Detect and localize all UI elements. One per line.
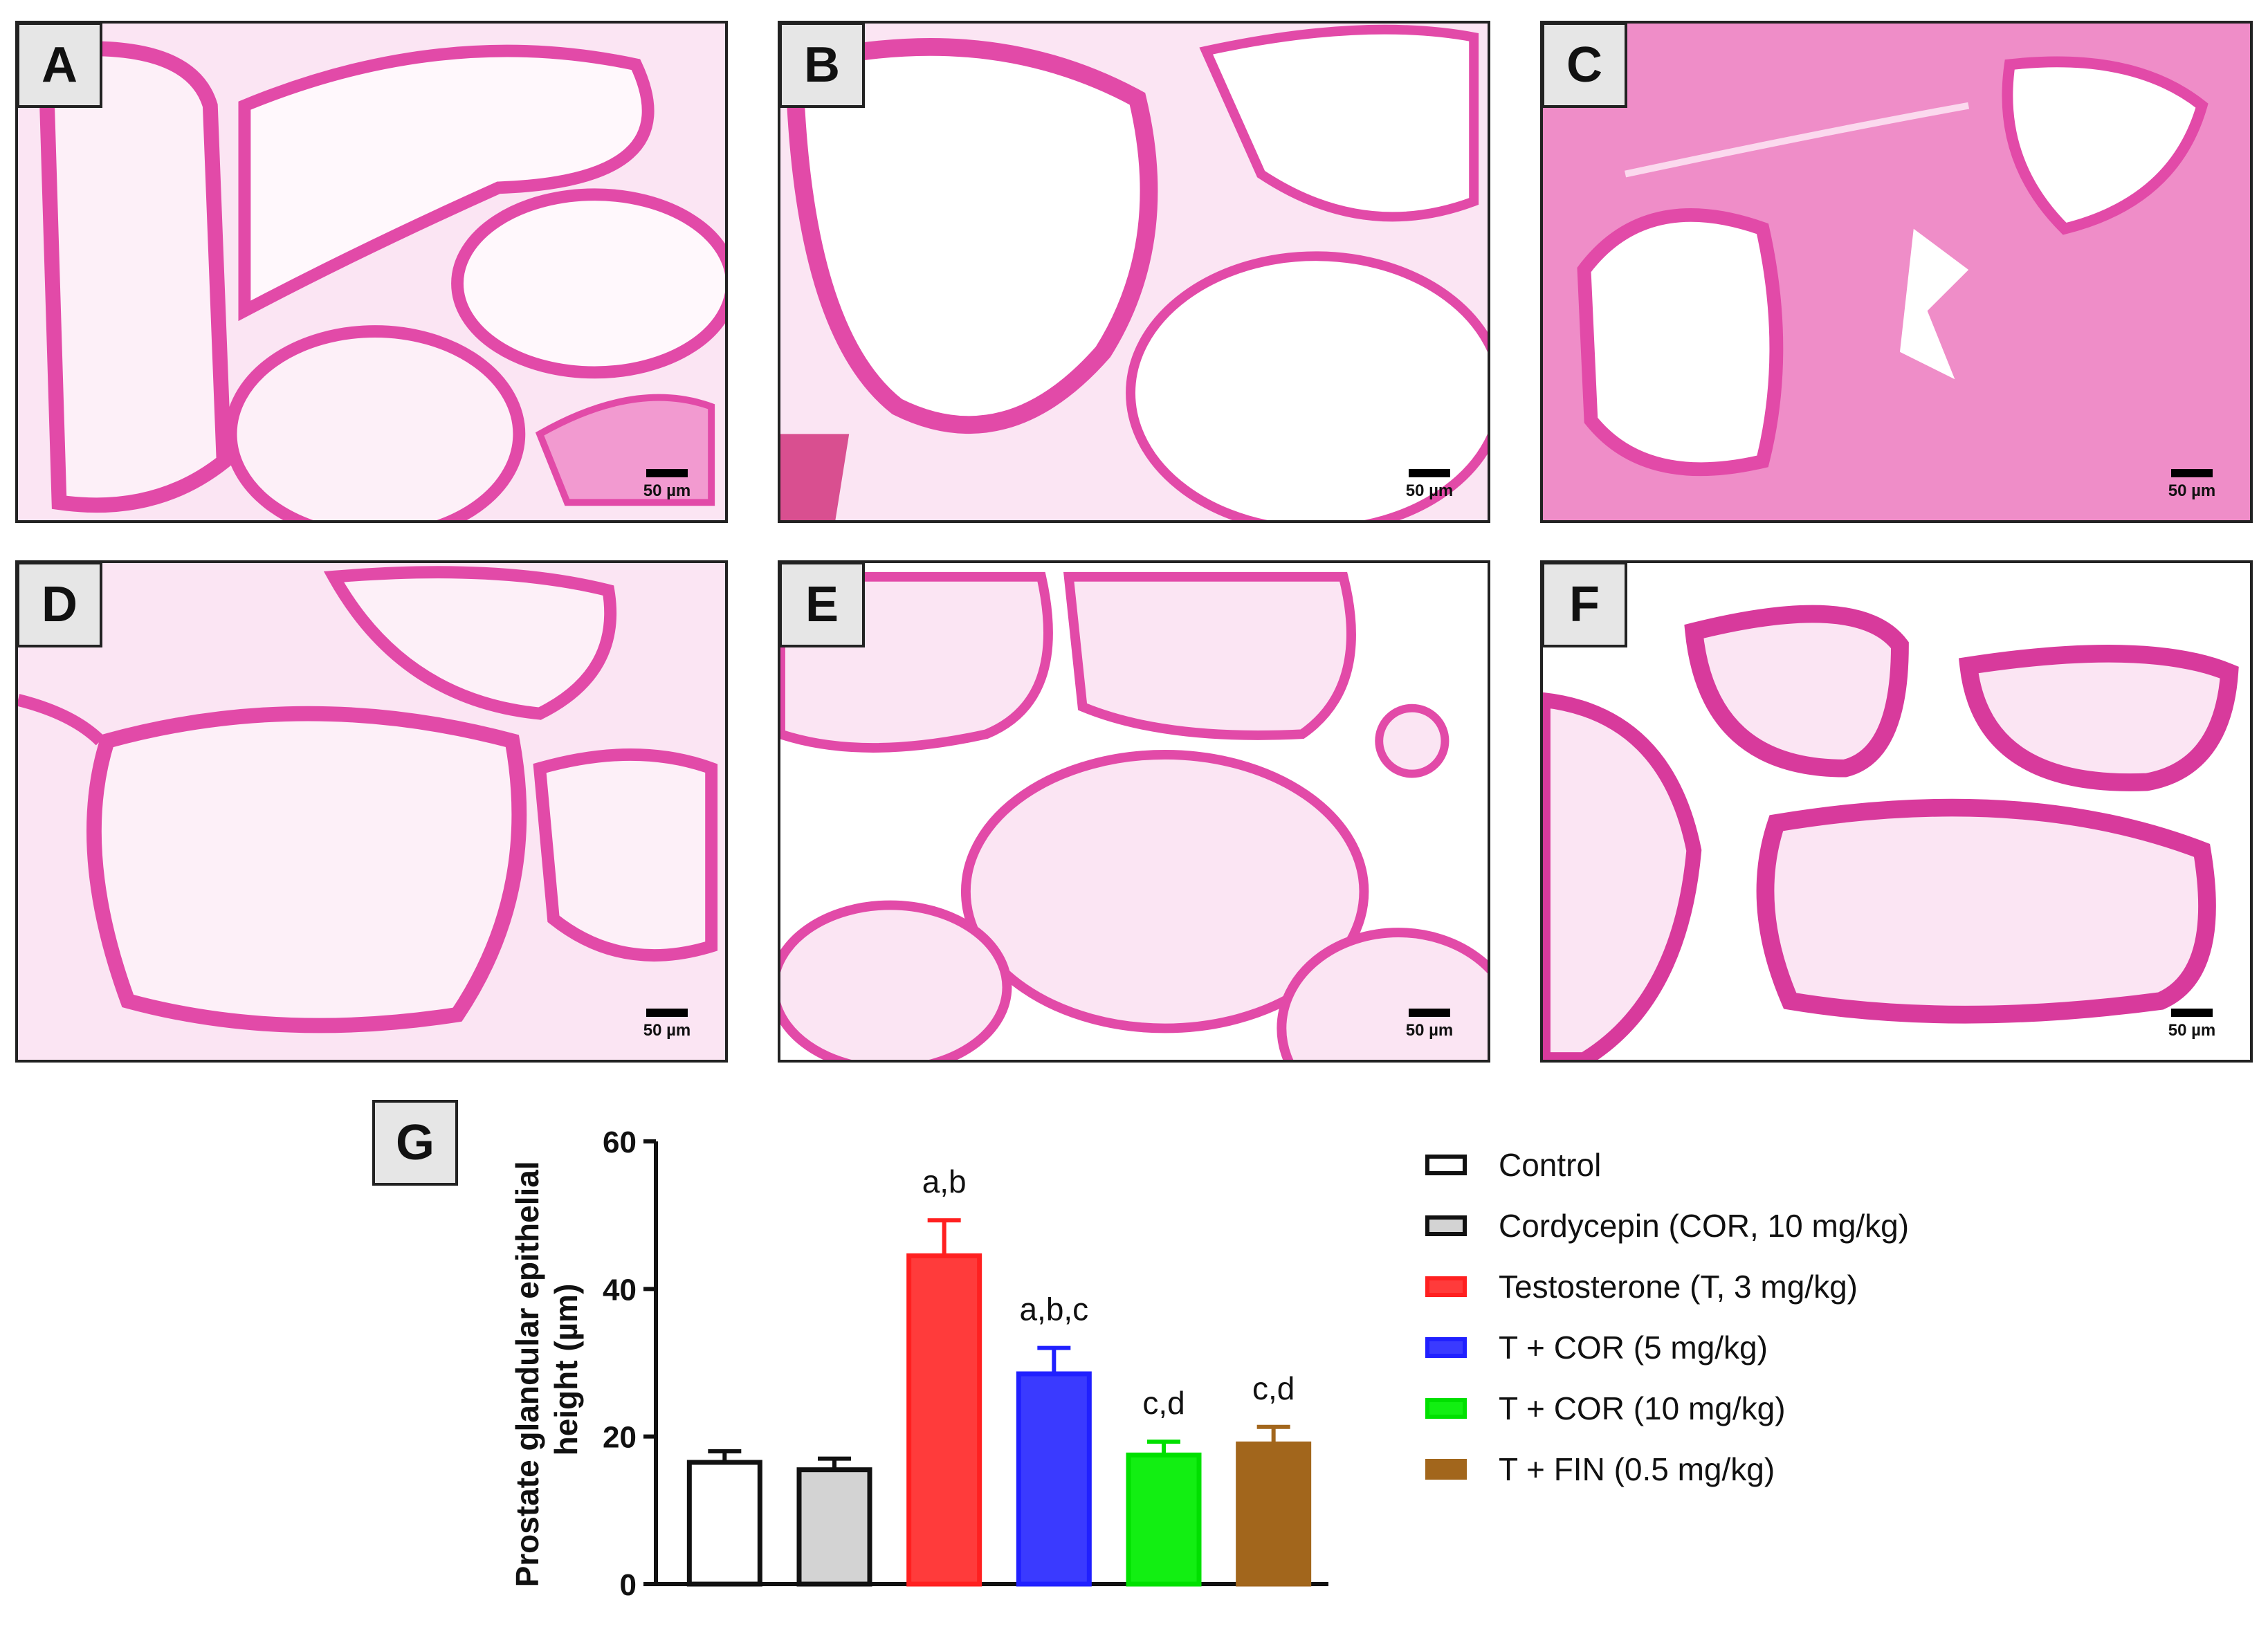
panel-f: F 50 µm: [1540, 560, 2253, 1063]
y-tick-label: 20: [603, 1421, 637, 1455]
legend-label: Testosterone (T, 3 mg/kg): [1499, 1269, 1858, 1305]
panel-label: C: [1543, 24, 1627, 108]
micrograph-image: [18, 563, 725, 1060]
panel-label: E: [780, 563, 865, 647]
scale-bar: 50 µm: [2157, 1009, 2226, 1040]
y-axis-label-line-1: Prostate glandular epithelial: [509, 1161, 545, 1587]
legend-label: T + COR (10 mg/kg): [1499, 1390, 1786, 1426]
legend-item: T + FIN (0.5 mg/kg): [1425, 1439, 2256, 1500]
panel-label-g: G: [372, 1100, 458, 1186]
bar-chart: Prostate glandular epithelial height (µm…: [509, 1125, 1328, 1602]
legend-swatch: [1425, 1155, 1467, 1175]
chart-legend: Control Cordycepin (COR, 10 mg/kg) Testost…: [1425, 1134, 2256, 1500]
significance-label: a,b: [922, 1164, 967, 1199]
y-tick-label: 60: [603, 1125, 637, 1159]
legend-label: T + COR (5 mg/kg): [1499, 1330, 1768, 1366]
panel-d: D 50 µm: [15, 560, 728, 1063]
significance-label: c,d: [1252, 1370, 1295, 1406]
legend-swatch: [1425, 1459, 1467, 1480]
y-tick-label: 0: [620, 1568, 637, 1602]
bar: [906, 1253, 982, 1587]
scale-bar: 50 µm: [1395, 1009, 1464, 1040]
micrograph-image: [18, 24, 725, 520]
panel-b: B 50 µm: [778, 21, 1490, 523]
scale-text: 50 µm: [1405, 481, 1454, 500]
legend-label: Cordycepin (COR, 10 mg/kg): [1499, 1208, 1910, 1244]
legend-label: Control: [1499, 1147, 1602, 1183]
panel-e: E 50 µm: [778, 560, 1490, 1063]
y-axis-label-line-2: height (µm): [548, 1284, 584, 1456]
scale-text: 50 µm: [1405, 1021, 1454, 1040]
panel-c: C 50 µm: [1540, 21, 2253, 523]
panel-label: F: [1543, 563, 1627, 647]
scale-bar: 50 µm: [632, 469, 702, 501]
scale-text: 50 µm: [2168, 481, 2216, 500]
scale-text: 50 µm: [643, 481, 691, 500]
scale-bar: 50 µm: [1395, 469, 1464, 501]
legend-swatch: [1425, 1215, 1467, 1236]
scale-bar: 50 µm: [632, 1009, 702, 1040]
bar: [1016, 1371, 1092, 1587]
panel-label: B: [780, 24, 865, 108]
bar: [796, 1467, 872, 1587]
bar: [1236, 1441, 1312, 1587]
panel-label: A: [18, 24, 102, 108]
micrograph-image: [780, 24, 1488, 520]
panel-a: A 50 µm: [15, 21, 728, 523]
legend-swatch: [1425, 1337, 1467, 1358]
micrograph-image: [1543, 24, 2250, 520]
y-axis-label: Prostate glandular epithelial height (µm…: [509, 1152, 584, 1588]
significance-label: a,b,c: [1019, 1292, 1088, 1327]
scale-text: 50 µm: [643, 1021, 691, 1040]
legend-swatch: [1425, 1398, 1467, 1419]
micrograph-image: [1543, 563, 2250, 1060]
micrograph-image: [780, 563, 1488, 1060]
legend-item: Control: [1425, 1134, 2256, 1195]
y-tick-label: 40: [603, 1273, 637, 1307]
bar: [686, 1460, 762, 1587]
panel-label: D: [18, 563, 102, 647]
legend-item: T + COR (5 mg/kg): [1425, 1317, 2256, 1378]
scale-text: 50 µm: [2168, 1021, 2216, 1040]
scale-bar: 50 µm: [2157, 469, 2226, 501]
bar: [1126, 1452, 1202, 1587]
legend-label: T + FIN (0.5 mg/kg): [1499, 1451, 1775, 1487]
significance-label: c,d: [1142, 1385, 1185, 1421]
legend-item: Cordycepin (COR, 10 mg/kg): [1425, 1195, 2256, 1256]
legend-swatch: [1425, 1276, 1467, 1297]
legend-item: T + COR (10 mg/kg): [1425, 1378, 2256, 1439]
legend-item: Testosterone (T, 3 mg/kg): [1425, 1256, 2256, 1317]
